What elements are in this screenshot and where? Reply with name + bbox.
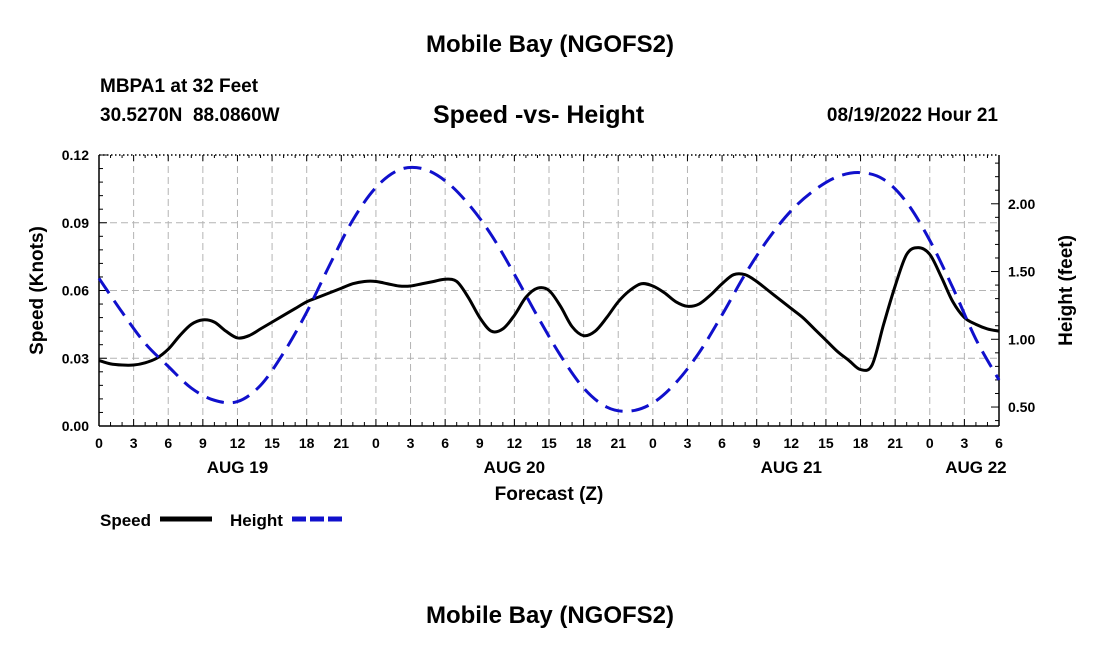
x-tick-label: 15 bbox=[541, 435, 557, 451]
x-tick-label: 15 bbox=[264, 435, 280, 451]
chart-title-top: Mobile Bay (NGOFS2) bbox=[425, 31, 675, 58]
chart-title-bottom: Mobile Bay (NGOFS2) bbox=[425, 602, 675, 629]
x-tick-label: 21 bbox=[334, 435, 350, 451]
date-label: AUG 20 bbox=[484, 458, 545, 477]
x-tick-label: 21 bbox=[610, 435, 626, 451]
legend-height-label: Height bbox=[230, 511, 283, 530]
x-tick-label: 12 bbox=[230, 435, 246, 451]
x-tick-label: 15 bbox=[818, 435, 834, 451]
date-label: AUG 19 bbox=[207, 458, 268, 477]
x-tick-label: 9 bbox=[753, 435, 761, 451]
x-tick-label: 6 bbox=[718, 435, 726, 451]
x-tick-label: 9 bbox=[199, 435, 207, 451]
speed-series-line bbox=[98, 246, 1000, 372]
x-tick-label: 6 bbox=[164, 435, 172, 451]
right-tick-label: 0.50 bbox=[1008, 399, 1035, 415]
x-tick-label: 0 bbox=[649, 435, 657, 451]
left-tick-label: 0.00 bbox=[62, 418, 89, 434]
x-tick-label: 12 bbox=[784, 435, 800, 451]
x-tick-label: 6 bbox=[441, 435, 449, 451]
left-tick-label: 0.03 bbox=[62, 350, 89, 366]
x-tick-label: 18 bbox=[853, 435, 869, 451]
legend-speed-label: Speed bbox=[100, 511, 151, 530]
x-tick-label: 3 bbox=[960, 435, 968, 451]
station-label: MBPA1 at 32 Feet bbox=[100, 76, 259, 97]
right-tick-label: 1.50 bbox=[1008, 264, 1035, 280]
left-tick-label: 0.09 bbox=[62, 215, 89, 231]
x-tick-label: 0 bbox=[372, 435, 380, 451]
x-tick-label: 3 bbox=[407, 435, 415, 451]
date-label: AUG 21 bbox=[761, 458, 822, 477]
timestamp-label: 08/19/2022 Hour 21 bbox=[826, 105, 998, 126]
x-tick-label: 18 bbox=[299, 435, 315, 451]
x-tick-label: 3 bbox=[130, 435, 138, 451]
x-axis-title: Forecast (Z) bbox=[495, 484, 604, 505]
x-tick-label: 21 bbox=[887, 435, 903, 451]
date-label: AUG 22 bbox=[945, 458, 1006, 477]
x-tick-label: 12 bbox=[507, 435, 523, 451]
right-axis-title: Height (feet) bbox=[1056, 235, 1077, 346]
left-tick-label: 0.12 bbox=[62, 147, 89, 163]
left-axis-title: Speed (Knots) bbox=[27, 226, 48, 355]
x-tick-label: 0 bbox=[926, 435, 934, 451]
right-tick-label: 1.00 bbox=[1008, 331, 1035, 347]
left-tick-label: 0.06 bbox=[62, 283, 89, 299]
x-tick-label: 3 bbox=[684, 435, 692, 451]
x-tick-label: 9 bbox=[476, 435, 484, 451]
coordinates-label: 30.5270N 88.0860W bbox=[100, 105, 280, 126]
x-tick-label: 0 bbox=[95, 435, 103, 451]
chart-subtitle: Speed -vs- Height bbox=[433, 101, 645, 129]
right-tick-label: 2.00 bbox=[1008, 196, 1035, 212]
x-tick-label: 18 bbox=[576, 435, 592, 451]
height-series-line bbox=[97, 165, 1001, 413]
x-tick-label: 6 bbox=[995, 435, 1003, 451]
